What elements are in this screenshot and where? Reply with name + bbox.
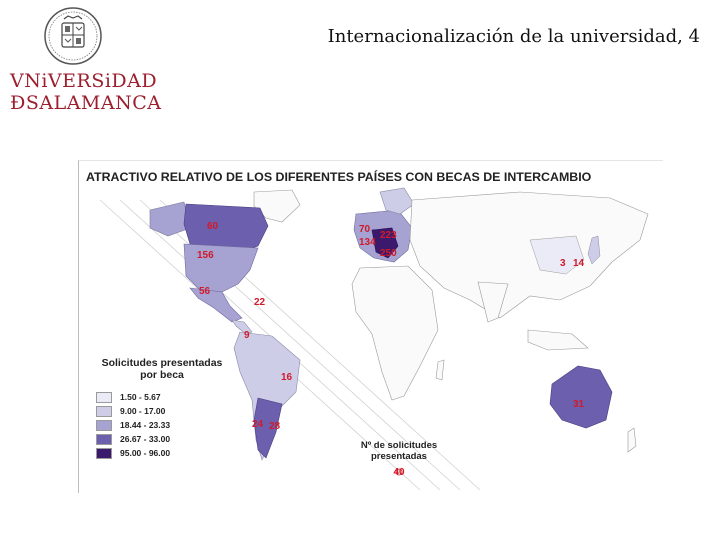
africa-shape bbox=[351, 265, 439, 401]
label-uk: 70 bbox=[359, 224, 371, 235]
label-mexico: 56 bbox=[199, 286, 211, 297]
legend-range: 18.44 - 23.33 bbox=[120, 420, 171, 430]
legend: 1.50 - 5.67 9.00 - 17.00 18.44 - 23.33 2… bbox=[96, 390, 170, 460]
university-logo: VNiVERSiDAD ÐSALAMANCA bbox=[10, 70, 162, 114]
size-legend-title: Nº de solicitudes presentadas bbox=[340, 440, 458, 462]
legend-swatch bbox=[96, 419, 112, 431]
label-japan: 14 bbox=[573, 258, 585, 269]
argentina-shape bbox=[253, 397, 283, 459]
label-colombia: 9 bbox=[244, 330, 250, 341]
legend-item: 1.50 - 5.67 bbox=[96, 390, 170, 404]
legend-swatch bbox=[96, 405, 112, 417]
europe-core-shape bbox=[371, 227, 399, 259]
legend-title-line-2: por beca bbox=[140, 369, 184, 381]
legend-range: 95.00 - 96.00 bbox=[120, 448, 171, 458]
size-legend-title-line-2: presentadas bbox=[371, 451, 427, 462]
size-legend-symbol bbox=[395, 468, 403, 476]
label-canada: 60 bbox=[207, 221, 219, 232]
label-germany: 223 bbox=[380, 230, 397, 241]
slide-title: Internacionalización de la universidad, … bbox=[327, 26, 700, 47]
logo-line-1: VNiVERSiDAD bbox=[10, 70, 158, 92]
legend-swatch bbox=[96, 391, 112, 403]
india-shape bbox=[477, 281, 509, 323]
logo-line-2: ÐSALAMANCA bbox=[10, 92, 162, 114]
legend-range: 1.50 - 5.67 bbox=[120, 392, 161, 402]
legend-title-line-1: Solicitudes presentadas bbox=[101, 357, 223, 369]
legend-item: 95.00 - 96.00 bbox=[96, 446, 170, 460]
legend-range: 26.67 - 33.00 bbox=[120, 434, 171, 444]
label-brazil: 16 bbox=[281, 372, 293, 383]
label-central-america: 22 bbox=[254, 297, 266, 308]
legend-item: 26.67 - 33.00 bbox=[96, 432, 170, 446]
indonesia-shape bbox=[527, 329, 589, 351]
label-china: 3 bbox=[560, 258, 566, 269]
label-argentina: 28 bbox=[269, 421, 281, 432]
label-australia: 31 bbox=[573, 399, 585, 410]
usa-shape bbox=[183, 243, 259, 293]
scandinavia-shape bbox=[379, 187, 415, 215]
legend-item: 18.44 - 23.33 bbox=[96, 418, 170, 432]
legend-swatch bbox=[96, 447, 112, 459]
size-legend-value: 40 bbox=[393, 467, 405, 478]
australia-shape bbox=[549, 365, 613, 429]
label-italy: 250 bbox=[380, 248, 397, 259]
new-zealand-shape bbox=[627, 427, 637, 453]
japan-shape bbox=[587, 235, 601, 265]
map-frame bbox=[78, 160, 663, 493]
label-france: 134 bbox=[359, 237, 376, 248]
madagascar-shape bbox=[435, 359, 445, 381]
legend-swatch bbox=[96, 433, 112, 445]
size-legend-title-line-1: Nº de solicitudes bbox=[360, 440, 438, 451]
label-usa: 156 bbox=[197, 250, 214, 261]
label-chile: 24 bbox=[252, 419, 264, 430]
university-seal-icon bbox=[44, 7, 102, 65]
map-title: ATRACTIVO RELATIVO DE LOS DIFERENTES PAÍ… bbox=[86, 170, 592, 184]
asia-shape bbox=[409, 191, 649, 319]
legend-title: Solicitudes presentadas por beca bbox=[92, 357, 232, 381]
alaska-shape bbox=[149, 201, 191, 237]
legend-item: 9.00 - 17.00 bbox=[96, 404, 170, 418]
mexico-shape bbox=[189, 287, 243, 323]
legend-range: 9.00 - 17.00 bbox=[120, 406, 166, 416]
greenland-shape bbox=[253, 189, 301, 223]
china-shape bbox=[529, 235, 585, 275]
